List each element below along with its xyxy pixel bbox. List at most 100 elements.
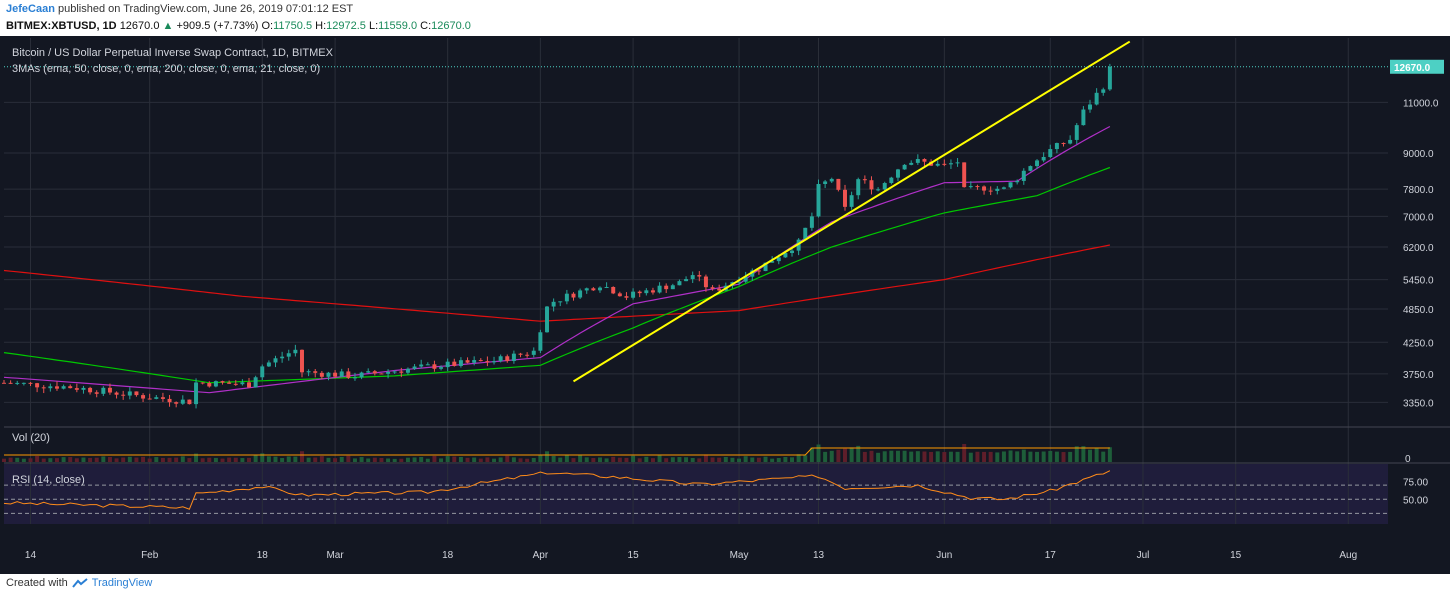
price-tick-label: 7000.0 <box>1403 212 1434 223</box>
candle <box>227 382 232 384</box>
volume-bar <box>425 458 430 462</box>
ma-legend[interactable]: 3MAs (ema, 50, close, 0, ema, 200, close… <box>12 63 320 75</box>
candle <box>915 159 920 163</box>
volume-bar <box>207 457 212 462</box>
price-axis[interactable]: 3350.0 3750.0 4250.0 4850.0 5450.0 6200.0 7000… <box>1390 59 1444 507</box>
candle <box>213 381 218 387</box>
volume-bar <box>352 458 357 462</box>
time-axis[interactable]: 14 Feb 18 Mar 18 Apr 15 May 13 Jun 17 Jul 15 Aug <box>25 550 1357 561</box>
author-name[interactable]: JefeCaan <box>6 3 55 15</box>
volume-tick-label: 0 <box>1405 454 1411 465</box>
candle <box>505 356 510 362</box>
candle <box>1061 143 1066 145</box>
volume-bar <box>220 458 225 462</box>
volume-bar <box>697 458 702 462</box>
candle <box>816 184 821 217</box>
time-tick-label: 17 <box>1045 550 1057 561</box>
candle <box>260 366 265 378</box>
candle <box>478 360 483 362</box>
volume-bar <box>545 451 549 462</box>
last-price-tag <box>1390 59 1444 74</box>
candle <box>1088 104 1092 110</box>
volume-bar <box>240 458 245 462</box>
candle <box>419 364 424 367</box>
volume-bar <box>200 458 205 462</box>
volume-bar <box>717 457 722 462</box>
volume-bar <box>286 456 291 462</box>
volume-pane-title[interactable]: Vol (20) <box>12 432 50 444</box>
candle <box>114 392 119 395</box>
candle <box>909 162 914 165</box>
ema21-line <box>3 125 1111 394</box>
volume-bars <box>2 443 1112 462</box>
volume-bar <box>571 458 576 462</box>
candle <box>366 371 371 373</box>
candle <box>1028 166 1033 171</box>
volume-bar <box>432 455 437 462</box>
candle <box>61 386 66 389</box>
candle <box>962 162 967 188</box>
candle <box>968 186 973 188</box>
candle <box>1048 149 1053 157</box>
candle <box>1015 180 1020 183</box>
price-tick-label: 11000.0 <box>1403 98 1439 109</box>
volume-bar <box>882 451 887 462</box>
volume-bar <box>829 450 834 462</box>
candle <box>823 181 828 185</box>
plot-area[interactable] <box>4 38 1388 524</box>
volume-bar <box>458 456 463 462</box>
candle <box>1101 89 1106 93</box>
volume-bar <box>790 457 795 462</box>
candle <box>644 290 649 294</box>
candle <box>902 164 907 170</box>
volume-bar <box>1001 451 1006 462</box>
candle <box>333 372 338 377</box>
candle <box>955 162 960 164</box>
volume-bar <box>756 457 761 462</box>
time-tick-label: 13 <box>813 550 825 561</box>
volume-bar <box>776 458 781 462</box>
time-tick-label: Jul <box>1137 550 1150 561</box>
candle <box>498 356 503 362</box>
rsi-pane-title[interactable]: RSI (14, close) <box>12 474 85 486</box>
volume-bar <box>1048 450 1053 462</box>
volume-bar <box>167 457 172 462</box>
volume-bar <box>922 451 927 462</box>
volume-ma-line <box>4 447 1110 456</box>
volume-bar <box>511 457 516 462</box>
candle <box>472 360 477 363</box>
candle <box>631 291 636 298</box>
candle <box>352 377 357 379</box>
volume-bar <box>107 457 112 462</box>
candle <box>1021 170 1026 181</box>
open-value: 11750.5 <box>273 20 313 32</box>
volume-bar <box>975 451 980 462</box>
volume-bar <box>1035 451 1040 462</box>
candle <box>975 186 980 188</box>
price-tick-label: 6200.0 <box>1403 243 1434 254</box>
candle <box>743 276 748 282</box>
candle <box>796 239 801 251</box>
volume-bar <box>41 458 46 462</box>
candle <box>942 163 947 165</box>
tradingview-brand-link[interactable]: TradingView <box>91 577 153 589</box>
candle <box>703 276 708 288</box>
volume-bar <box>664 458 669 462</box>
ema50-line <box>3 166 1111 384</box>
volume-bar <box>915 451 920 462</box>
candle <box>856 179 861 196</box>
candle <box>558 301 563 303</box>
candle <box>624 296 629 298</box>
volume-bar <box>88 457 93 462</box>
chart-canvas[interactable]: 3350.0 3750.0 4250.0 4850.0 5450.0 6200.0 7000… <box>0 36 1450 574</box>
candle <box>280 356 285 359</box>
volume-bar <box>723 457 728 462</box>
volume-bar <box>472 457 477 462</box>
candle <box>1008 182 1013 188</box>
volume-bar <box>750 457 755 462</box>
candle <box>41 387 46 389</box>
volume-bar <box>28 458 33 462</box>
volume-bar <box>94 457 99 462</box>
volume-bar <box>233 457 238 462</box>
candle <box>988 190 993 192</box>
